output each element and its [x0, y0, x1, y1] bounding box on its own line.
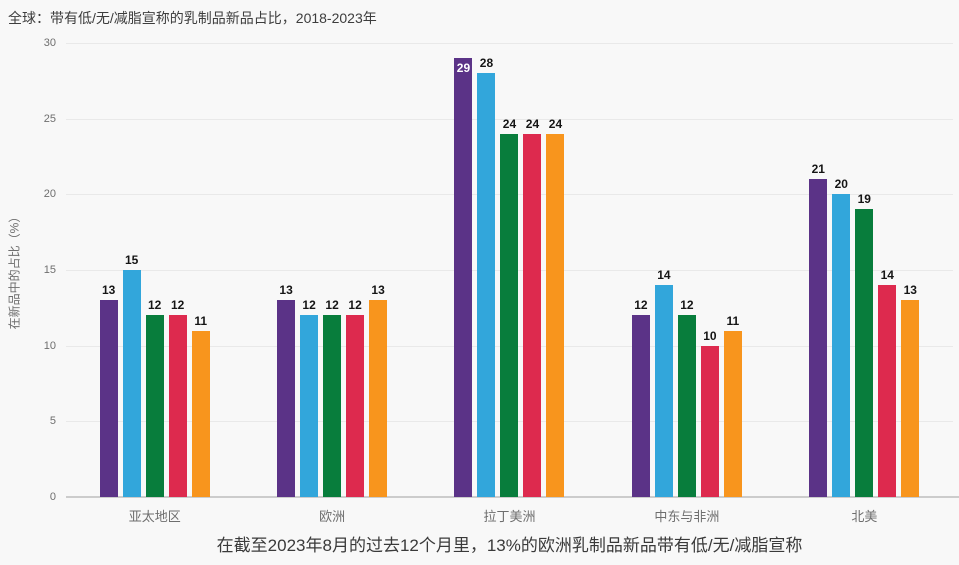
bar-value-label: 28: [479, 56, 494, 71]
bar-value-label: 11: [726, 313, 740, 328]
bar-value-label: 12: [148, 298, 162, 313]
bar-value-label: 21: [811, 162, 825, 177]
bar-series-blue: 20: [832, 177, 851, 497]
bar-series-orange: 11: [723, 314, 742, 497]
bar-value-label: 15: [125, 253, 139, 267]
bar-value-label: 12: [325, 298, 339, 313]
bar-series-red: 12: [346, 298, 365, 497]
bar-value-label: 11: [194, 313, 208, 328]
bar-series-red: 24: [523, 117, 542, 497]
x-category-label: 拉丁美洲: [483, 509, 536, 524]
x-category-label: 欧洲: [319, 509, 346, 524]
bar-value-label: 24: [502, 116, 517, 131]
bar-series-red: 14: [878, 268, 897, 497]
bar-series-orange: 13: [901, 283, 920, 497]
x-axis: 亚太地区 欧洲 拉丁美洲 中东与非洲 北美: [66, 506, 953, 525]
bar-value-label: 14: [880, 268, 894, 283]
y-tick-label: 15: [43, 264, 56, 276]
bar-value-label: 12: [302, 298, 316, 313]
bar-series-blue: 28: [477, 56, 496, 497]
bar-series-red: 12: [168, 298, 187, 497]
bar-series-green: 12: [145, 298, 164, 497]
bar-group-0: 13 15 12 12 11: [66, 43, 243, 497]
bar-value-label: 13: [102, 283, 116, 298]
bar-value-label: 13: [903, 283, 917, 298]
bar-value-label: 13: [371, 283, 385, 298]
bar-group-3: 12 14 12 10 11: [598, 43, 775, 497]
bar-series-purple: 12: [631, 298, 650, 497]
bar-value-label: 19: [857, 192, 871, 207]
bar-series-purple: 21: [809, 162, 828, 497]
bar-series-green: 12: [323, 298, 342, 497]
y-tick-label: 5: [49, 415, 56, 428]
bar-series-orange: 24: [546, 117, 565, 497]
y-tick-label: 25: [43, 112, 56, 125]
bar-value-label: 29: [456, 61, 471, 76]
bar-series-purple: 13: [277, 283, 296, 497]
bar-value-label: 20: [834, 177, 848, 192]
bar-group-1: 13 12 12 12 13: [243, 43, 420, 497]
x-axis-line: [66, 496, 959, 498]
bar-group-4: 21 20 19 14 13: [776, 43, 953, 497]
x-category-label: 北美: [851, 509, 878, 524]
bar-value-label: 10: [703, 328, 717, 343]
bar-series-orange: 13: [369, 283, 388, 497]
bar-series-green: 19: [855, 192, 874, 497]
bar-series-blue: 15: [122, 253, 141, 497]
y-tick-label: 30: [43, 37, 56, 49]
bar-series-blue: 12: [300, 298, 319, 497]
bar-value-label: 12: [171, 298, 185, 313]
bar-value-label: 24: [525, 116, 540, 131]
bar-group-2: 29 28 24 24 24: [421, 43, 598, 497]
gridline: [66, 118, 953, 120]
bar-value-label: 12: [634, 298, 648, 313]
bar-value-label: 13: [279, 283, 293, 298]
bar-series-purple: 29: [454, 58, 473, 497]
gridline: [66, 43, 953, 44]
x-category-label: 中东与非洲: [654, 509, 720, 524]
bar-series-green: 12: [677, 298, 696, 497]
y-tick-label: 10: [43, 339, 56, 352]
bar-value-label: 12: [348, 298, 362, 313]
bar-value-label: 24: [548, 116, 563, 131]
y-tick-label: 0: [49, 491, 56, 503]
bar-series-red: 10: [700, 329, 719, 497]
chart-caption: 在截至2023年8月的过去12个月里，13%的欧洲乳制品新品带有低/无/减脂宣称: [216, 536, 803, 555]
bar-series-green: 24: [500, 117, 519, 497]
plot-area: 13 15 12 12 11 13 12 12 12 13 29 28 24 24 24 12 14 12 10 11…: [66, 43, 959, 498]
x-category-label: 亚太地区: [128, 509, 181, 524]
bar-series-orange: 11: [191, 314, 210, 497]
chart-title: 全球：带有低/无/减脂宣称的乳制品新品占比，2018-2023年: [8, 10, 377, 26]
bar-series-blue: 14: [654, 268, 673, 497]
y-tick-label: 20: [43, 188, 56, 201]
bar-value-label: 14: [657, 268, 671, 283]
bar-value-label: 12: [680, 298, 694, 313]
bar-series-purple: 13: [99, 283, 118, 497]
